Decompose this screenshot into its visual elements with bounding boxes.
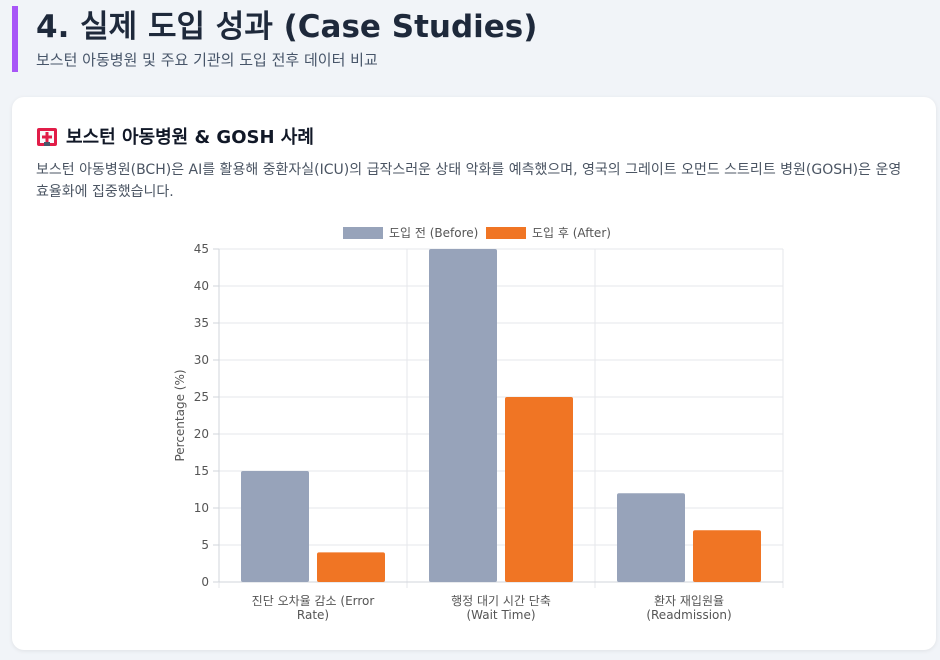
bar-after (505, 397, 573, 582)
x-tick-label: (Readmission) (646, 608, 731, 622)
y-tick-label: 35 (194, 316, 209, 330)
y-tick-label: 25 (194, 390, 209, 404)
bar-after (317, 552, 385, 582)
legend-swatch-after (486, 227, 526, 239)
y-tick-label: 0 (201, 575, 209, 589)
legend-swatch-before (343, 227, 383, 239)
x-tick-label: (Wait Time) (466, 608, 535, 622)
bar-before (617, 493, 685, 582)
bar-before (241, 471, 309, 582)
page-subtitle: 보스턴 아동병원 및 주요 기관의 도입 전후 데이터 비교 (36, 51, 378, 69)
bar-before (429, 249, 497, 582)
x-tick-label: Rate) (297, 608, 329, 622)
x-tick-label: 진단 오차율 감소 (Error (252, 594, 375, 608)
y-tick-label: 10 (194, 501, 209, 515)
legend-label-before: 도입 전 (Before) (389, 226, 478, 240)
y-axis-title: Percentage (%) (173, 369, 187, 461)
y-tick-label: 40 (194, 279, 209, 293)
hospital-icon (36, 125, 58, 147)
x-tick-label: 환자 재입원율 (654, 594, 724, 608)
page-title: 4. 실제 도입 성과 (Case Studies) (36, 9, 538, 45)
card-title-text: 보스턴 아동병원 & GOSH 사례 (66, 127, 314, 148)
page-header: 4. 실제 도입 성과 (Case Studies) 보스턴 아동병원 및 주요… (12, 6, 537, 72)
card-description: 보스턴 아동병원(BCH)은 AI를 활용해 중환자실(ICU)의 급작스러운 … (36, 162, 902, 200)
x-tick-label: 행정 대기 시간 단축 (451, 593, 551, 608)
y-tick-label: 5 (201, 538, 209, 552)
y-tick-label: 20 (194, 427, 209, 441)
y-tick-label: 30 (194, 353, 209, 367)
bar-after (693, 530, 761, 582)
y-tick-label: 45 (194, 242, 209, 256)
legend-label-after: 도입 후 (After) (532, 226, 611, 240)
y-tick-label: 15 (194, 464, 209, 478)
card-title: 보스턴 아동병원 & GOSH 사례 (36, 123, 314, 149)
